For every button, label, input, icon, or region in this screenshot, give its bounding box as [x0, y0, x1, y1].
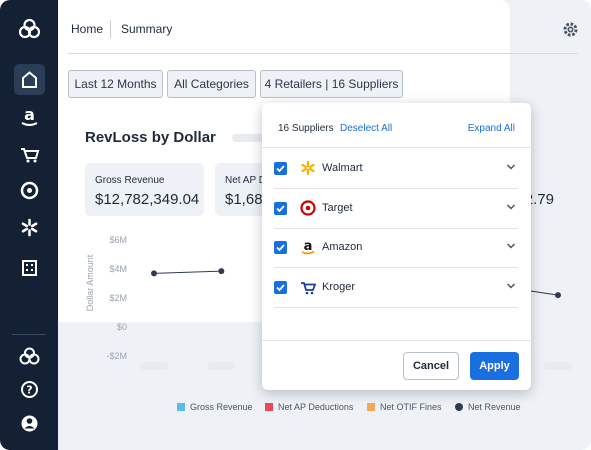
apply-button[interactable]: Apply — [470, 352, 519, 380]
data-point — [555, 292, 561, 299]
nav-buildings[interactable] — [14, 252, 45, 283]
y-tick-label: $2M — [109, 293, 127, 303]
divider — [262, 340, 531, 341]
y-tick-label: -$2M — [106, 351, 127, 361]
logo — [18, 18, 41, 39]
expand-chevron[interactable] — [506, 202, 516, 212]
expand-chevron[interactable] — [506, 281, 516, 291]
expand-chevron[interactable] — [506, 162, 516, 172]
checkbox[interactable] — [274, 162, 287, 175]
stat-card: Gross Revenue $12,782,349.04 — [85, 163, 204, 216]
retailer-logo — [301, 281, 316, 294]
legend-swatch — [265, 403, 273, 411]
stat-value: $12,782,349.04 — [95, 191, 200, 208]
panel-title: RevLoss by Dollar — [85, 129, 216, 146]
supplier-name: Target — [322, 201, 353, 214]
stat-label: Net AP D — [225, 175, 266, 186]
legend-swatch — [455, 403, 463, 411]
checkbox[interactable] — [274, 241, 287, 254]
nav-home[interactable] — [14, 64, 45, 95]
filter-period[interactable]: Last 12 Months — [68, 70, 163, 98]
supplier-count: 16 Suppliers — [278, 123, 334, 134]
retailer-logo — [300, 199, 316, 216]
nav-brand[interactable] — [14, 342, 45, 373]
supplier-row[interactable]: Kroger — [274, 268, 518, 308]
legend-swatch — [367, 403, 375, 411]
deselect-all[interactable]: Deselect All — [340, 123, 393, 134]
x-tick-placeholder — [544, 362, 572, 370]
nav-target[interactable] — [14, 175, 45, 206]
supplier-name: Amazon — [322, 241, 363, 253]
y-tick-label: $6M — [109, 235, 127, 245]
legend-swatch — [177, 403, 185, 411]
supplier-row[interactable]: Target — [274, 189, 518, 229]
stat-value: $1,688 — [225, 191, 271, 208]
checkbox[interactable] — [274, 201, 287, 215]
legend-label: Net OTIF Fines — [380, 402, 442, 412]
breadcrumb-home[interactable]: Home — [71, 22, 104, 36]
supplier-dropdown: 16 Suppliers Deselect All Expand All Wal… — [262, 103, 531, 390]
y-tick-label: $0 — [117, 322, 127, 332]
separator — [110, 20, 111, 38]
supplier-row[interactable]: a Amazon — [274, 228, 518, 268]
y-axis-label: Dollar Amount — [85, 254, 95, 311]
header-divider — [68, 53, 578, 54]
data-point — [151, 270, 157, 277]
settings-icon[interactable] — [562, 21, 579, 38]
divider — [262, 147, 531, 148]
stat-label: Gross Revenue — [95, 175, 165, 186]
nav-walmart[interactable] — [14, 212, 45, 243]
nav-help[interactable]: ? — [14, 374, 45, 405]
y-tick-label: $4M — [109, 264, 127, 274]
x-tick-placeholder — [140, 362, 168, 370]
divider — [12, 334, 46, 335]
supplier-row[interactable]: Walmart — [274, 149, 518, 189]
nav-amazon[interactable]: a — [14, 101, 45, 132]
legend-label: Net AP Deductions — [278, 402, 354, 412]
breadcrumb-current: Summary — [121, 22, 173, 36]
svg-text:a: a — [304, 239, 313, 254]
checkbox[interactable] — [274, 280, 287, 294]
svg-text:a: a — [24, 105, 35, 124]
expand-all[interactable]: Expand All — [467, 123, 515, 134]
filter-retailers[interactable]: 4 Retailers | 16 Suppliers — [260, 70, 403, 98]
nav-kroger[interactable] — [14, 138, 45, 169]
legend-label: Gross Revenue — [190, 402, 253, 412]
placeholder — [232, 134, 272, 142]
legend-label: Net Revenue — [468, 402, 521, 412]
retailer-logo: a — [301, 239, 315, 255]
expand-chevron[interactable] — [506, 241, 516, 251]
supplier-name: Kroger — [322, 280, 356, 293]
retailer-logo — [301, 160, 315, 176]
svg-text:?: ? — [26, 384, 32, 397]
data-point — [218, 268, 225, 275]
stat-value: 2.79 — [524, 191, 554, 208]
supplier-name: Walmart — [322, 162, 363, 174]
sidebar: a ? — [0, 0, 58, 450]
cancel-button[interactable]: Cancel — [403, 352, 459, 380]
nav-user[interactable] — [14, 408, 45, 439]
filter-category[interactable]: All Categories — [167, 70, 256, 98]
x-tick-placeholder — [207, 362, 236, 370]
